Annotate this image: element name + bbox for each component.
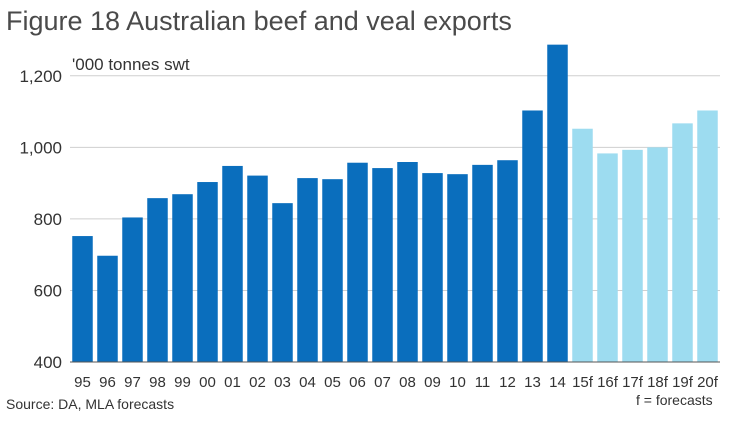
y-tick-label: 400 xyxy=(34,353,62,372)
x-tick-label: 05 xyxy=(324,374,341,391)
actual-bar xyxy=(472,164,493,362)
y-tick-label: 800 xyxy=(34,210,62,229)
x-tick-label: 01 xyxy=(224,374,241,391)
y-axis-ticks: 400 600 800 1,000 1,200 xyxy=(19,67,62,372)
forecast-bar xyxy=(672,123,693,363)
x-tick-label: 02 xyxy=(249,374,266,391)
actual-bar xyxy=(397,162,418,362)
x-tick-label: 08 xyxy=(399,374,416,391)
bars xyxy=(72,44,718,363)
actual-bar xyxy=(247,175,268,362)
actual-bar xyxy=(272,203,293,362)
x-tick-label: 17f xyxy=(622,374,644,391)
source-note: Source: DA, MLA forecasts xyxy=(6,396,175,412)
x-tick-label: 04 xyxy=(299,374,316,391)
x-tick-label: 97 xyxy=(124,374,141,391)
x-tick-label: 06 xyxy=(349,374,366,391)
actual-bar xyxy=(322,179,343,362)
x-tick-label: 95 xyxy=(74,374,91,391)
x-tick-label: 20f xyxy=(697,374,719,391)
x-tick-label: 07 xyxy=(374,374,391,391)
x-tick-label: 15f xyxy=(572,374,594,391)
x-tick-label: 16f xyxy=(597,374,619,391)
forecast-bar xyxy=(622,149,643,362)
x-tick-label: 98 xyxy=(149,374,166,391)
actual-bar xyxy=(422,173,443,362)
actual-bar xyxy=(372,168,393,362)
x-tick-label: 00 xyxy=(199,374,216,391)
x-tick-label: 99 xyxy=(174,374,191,391)
y-tick-label: 600 xyxy=(34,281,62,300)
actual-bar xyxy=(122,217,143,362)
actual-bar xyxy=(147,198,168,362)
actual-bar xyxy=(447,174,468,362)
x-tick-label: 12 xyxy=(499,374,516,391)
forecast-bar xyxy=(647,147,668,362)
x-axis-ticks: 95 96 97 98 99 00 01 02 03 04 05 06 07 08 09 10 11 12 13 14… xyxy=(74,374,719,391)
forecast-note: f = forecasts xyxy=(636,392,713,408)
x-tick-label: 09 xyxy=(424,374,441,391)
actual-bar xyxy=(297,178,318,362)
actual-bar xyxy=(172,194,193,362)
actual-bar xyxy=(72,236,93,362)
forecast-bar xyxy=(597,153,618,362)
x-tick-label: 03 xyxy=(274,374,291,391)
forecast-bar xyxy=(572,128,593,362)
y-tick-label: 1,000 xyxy=(19,138,62,157)
x-tick-label: 14 xyxy=(549,374,566,391)
actual-bar xyxy=(97,255,118,362)
y-tick-label: 1,200 xyxy=(19,67,62,86)
y-axis-unit-label: '000 tonnes swt xyxy=(72,55,190,74)
actual-bar xyxy=(497,160,518,362)
x-tick-label: 19f xyxy=(672,374,694,391)
forecast-bar xyxy=(697,110,718,362)
x-tick-label: 10 xyxy=(449,374,466,391)
x-tick-label: 96 xyxy=(99,374,116,391)
x-tick-label: 11 xyxy=(475,374,491,391)
actual-bar xyxy=(222,165,243,362)
actual-bar xyxy=(197,182,218,362)
actual-bar xyxy=(347,162,368,362)
x-tick-label: 13 xyxy=(524,374,541,391)
actual-bar xyxy=(547,44,568,362)
x-tick-label: 18f xyxy=(647,374,669,391)
actual-bar xyxy=(522,110,543,362)
chart-title: Figure 18 Australian beef and veal expor… xyxy=(6,6,512,36)
